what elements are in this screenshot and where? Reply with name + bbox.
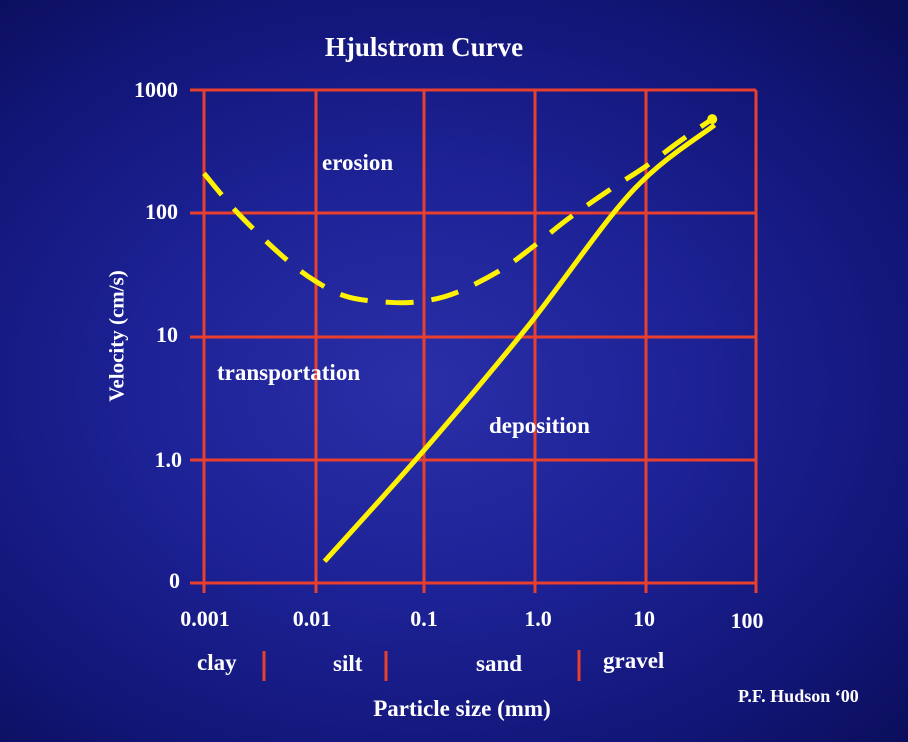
chart-title: Hjulstrom Curve (324, 32, 524, 62)
curves (202, 114, 718, 564)
x-tick-label: 0.1 (410, 606, 438, 631)
transportation-label: transportation (217, 360, 361, 385)
x-tick-label: 1.0 (524, 606, 552, 631)
curve-endpoint (707, 114, 718, 125)
x-tick-label: 100 (730, 608, 764, 633)
deposition-label: deposition (489, 413, 590, 438)
y-tick-label: 100 (145, 199, 178, 224)
x-tick-label: 0.01 (292, 606, 332, 631)
y-tick-label: 10 (156, 322, 178, 347)
erosion-label: erosion (322, 150, 394, 175)
size-class-dividers (262, 650, 581, 681)
y-tick-label: 0 (169, 568, 180, 593)
settling-curve-solid (322, 122, 717, 564)
x-axis-label: Particle size (mm) (373, 696, 551, 721)
x-tick-label: 10 (633, 606, 655, 631)
size-class-silt: silt (333, 651, 363, 676)
y-tick-label: 1000 (134, 77, 178, 102)
author-credit: P.F. Hudson ‘00 (738, 686, 859, 706)
grid-lines (190, 88, 758, 593)
size-class-clay: clay (197, 650, 237, 675)
y-axis-label: Velocity (cm/s) (104, 270, 129, 402)
size-class-gravel: gravel (603, 648, 665, 673)
size-class-sand: sand (476, 651, 523, 676)
erosion-curve-dashed (202, 117, 714, 306)
y-tick-label: 1.0 (154, 447, 183, 472)
x-tick-label: 0.001 (180, 606, 230, 631)
